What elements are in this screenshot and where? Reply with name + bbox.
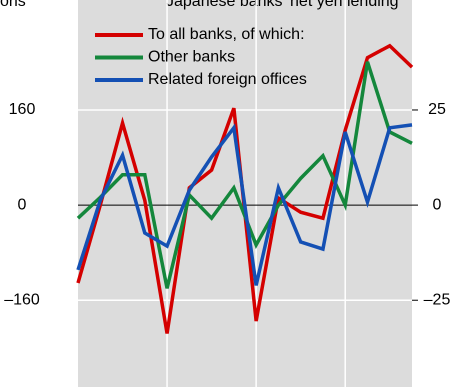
y2-tick-label: 0 <box>433 196 442 213</box>
legend-label: Other banks <box>148 49 235 66</box>
y2-tick-label: –25 <box>424 291 451 308</box>
y-tick-label: 160 <box>9 101 36 118</box>
legend-label: To all banks, of which: <box>148 26 305 43</box>
series-line <box>76 123 413 286</box>
y-tick-label: 0 <box>18 196 27 213</box>
y-tick-label: –160 <box>4 291 40 308</box>
y2-tick-label: 25 <box>428 101 446 118</box>
chart-title: Japanese banks' net yen lending <box>166 0 399 10</box>
legend-label: Related foreign offices <box>148 71 307 88</box>
y-axis-label: ons <box>0 0 26 10</box>
